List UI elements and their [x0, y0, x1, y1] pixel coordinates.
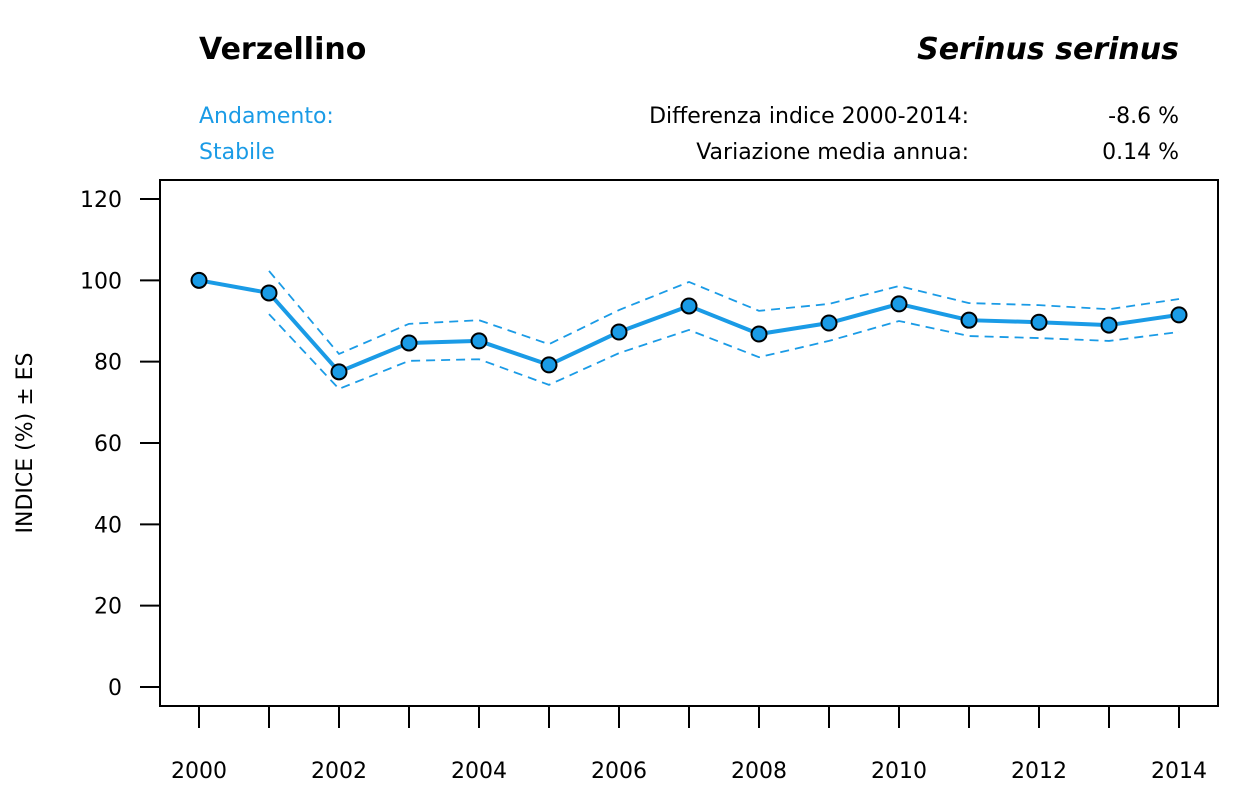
data-point-2006 [610, 323, 628, 341]
y-tick-label: 0 [108, 676, 122, 701]
stat-label-difference: Differenza indice 2000-2014: [649, 104, 969, 129]
y-tick-label: 120 [80, 188, 122, 213]
y-tick-label: 80 [94, 351, 122, 376]
points-layer [190, 271, 1188, 381]
data-point-2005 [540, 356, 558, 374]
data-point-2001 [260, 284, 278, 302]
common-name-title: Verzellino [199, 32, 367, 67]
scientific-name-title: Serinus serinus [917, 32, 1179, 67]
stat-value-annual-variation: 0.14 % [1102, 140, 1179, 165]
x-tick-label: 2006 [591, 759, 647, 784]
plot-frame [159, 179, 1219, 707]
y-axis: 0 20 40 60 80 100 120 [80, 188, 160, 701]
y-tick-label: 60 [94, 432, 122, 457]
data-point-2003 [400, 334, 418, 352]
y-axis-label: INDICE (%) ± ES [13, 353, 38, 534]
x-tick-label: 2008 [731, 759, 787, 784]
data-point-2004 [470, 332, 488, 350]
data-point-2011 [960, 311, 978, 329]
trend-value: Stabile [199, 140, 275, 165]
x-tick-label: 2004 [451, 759, 507, 784]
data-point-2014 [1170, 306, 1188, 324]
data-point-2002 [330, 363, 348, 381]
y-tick-label: 100 [80, 269, 122, 294]
data-point-2013 [1100, 316, 1118, 334]
x-tick-label: 2010 [871, 759, 927, 784]
x-tick-label: 2002 [311, 759, 367, 784]
y-tick-label: 40 [94, 513, 122, 538]
x-axis: 2000 2002 2004 2006 2008 2010 2012 2014 [171, 706, 1207, 784]
y-tick-label: 20 [94, 595, 122, 620]
data-point-2009 [820, 314, 838, 332]
stat-label-annual-variation: Variazione media annua: [696, 140, 969, 165]
x-tick-label: 2014 [1151, 759, 1207, 784]
lower-error-line [268, 313, 1180, 390]
x-tick-label: 2012 [1011, 759, 1067, 784]
data-point-2000 [190, 271, 208, 289]
upper-error-line [268, 270, 1180, 356]
data-point-2010 [890, 295, 908, 313]
data-point-2008 [750, 325, 768, 343]
data-point-2007 [680, 297, 698, 315]
trend-label: Andamento: [199, 104, 334, 129]
x-tick-label: 2000 [171, 759, 227, 784]
stat-value-difference: -8.6 % [1108, 104, 1179, 129]
data-point-2012 [1030, 313, 1048, 331]
